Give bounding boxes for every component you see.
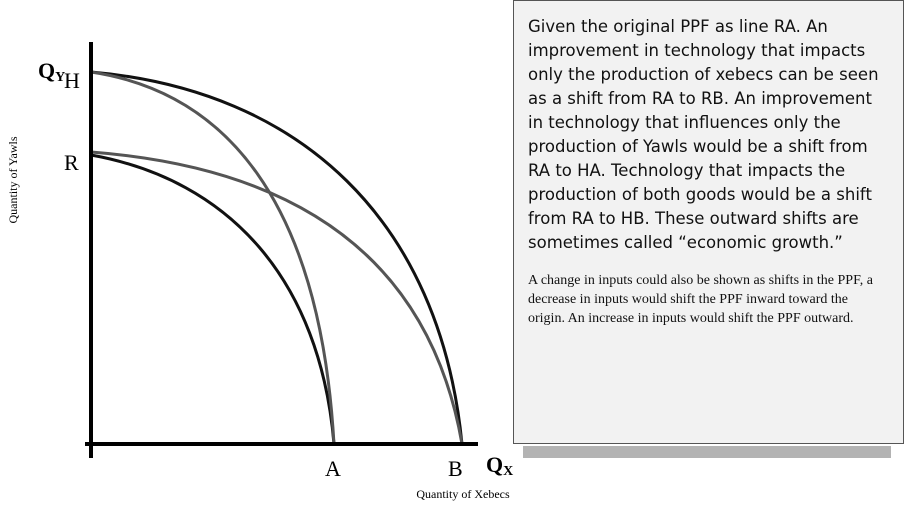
text-box: Given the original PPF as line RA. An im… [513, 0, 904, 444]
point-label-a: A [325, 456, 341, 481]
curve-ha [90, 70, 336, 445]
curve-hb [90, 70, 464, 445]
y-axis-symbol: QY [38, 58, 65, 85]
x-axis-symbol: QX [486, 452, 513, 479]
point-label-b: B [448, 456, 463, 481]
point-label-h: H [64, 68, 80, 93]
box-shadow [523, 446, 891, 458]
y-axis-label: Quantity of Yawls [6, 136, 20, 223]
x-axis-label: Quantity of Xebecs [416, 487, 510, 501]
curve-rb [90, 150, 464, 445]
point-label-r: R [64, 150, 79, 175]
paragraph: A change in inputs could also be shown a… [528, 273, 873, 326]
curve-ra [90, 153, 336, 445]
paragraph: Given the original PPF as line RA. An im… [528, 17, 879, 252]
